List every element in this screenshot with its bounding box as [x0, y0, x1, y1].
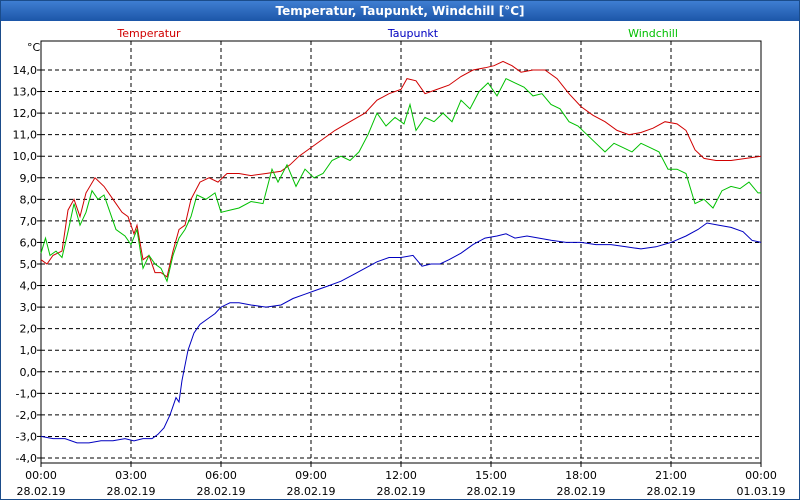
legend-item-taupunkt: Taupunkt: [387, 27, 439, 40]
y-tick-label: 3,0: [20, 301, 38, 314]
x-tick-time: 03:00: [115, 469, 147, 482]
y-tick-label: 1,0: [20, 344, 38, 357]
x-tick-date: 28.02.19: [107, 485, 156, 498]
legend-item-temperatur: Temperatur: [116, 27, 181, 40]
y-tick-label: 12,0: [13, 107, 38, 120]
series-line-taupunkt: [40, 222, 762, 444]
y-tick-label: 14,0: [13, 64, 38, 77]
y-tick-label: 4,0: [20, 280, 38, 293]
x-tick-time: 00:00: [745, 469, 777, 482]
x-tick-date: 28.02.19: [557, 485, 606, 498]
window-title: Temperatur, Taupunkt, Windchill [°C]: [1, 1, 799, 21]
x-tick-time: 00:00: [25, 469, 57, 482]
x-tick-date: 01.03.19: [737, 485, 786, 498]
x-tick-date: 28.02.19: [197, 485, 246, 498]
y-axis: 14,0 13,0 12,0 11,0 10,0 9,0 8,0 7,0 6,0 5,0 4,0 3,…: [13, 64, 41, 465]
series-line-temperatur: [40, 60, 762, 278]
x-tick-date: 28.02.19: [287, 485, 336, 498]
y-tick-label: -3,0: [16, 430, 37, 443]
x-tick-date: 28.02.19: [467, 485, 516, 498]
y-tick-label: -2,0: [16, 409, 37, 422]
x-tick-time: 12:00: [385, 469, 417, 482]
x-tick-time: 09:00: [295, 469, 327, 482]
series-lines: [40, 60, 762, 444]
y-unit-label: °C: [27, 41, 41, 54]
y-tick-label: -1,0: [16, 387, 37, 400]
y-tick-label: -4,0: [16, 452, 37, 465]
x-tick-date: 28.02.19: [377, 485, 426, 498]
legend: Temperatur Taupunkt Windchill: [116, 27, 678, 40]
x-tick-time: 15:00: [475, 469, 507, 482]
y-tick-label: 13,0: [13, 86, 38, 99]
y-tick-label: 8,0: [20, 193, 38, 206]
series-line-windchill: [40, 77, 761, 283]
y-tick-label: 9,0: [20, 172, 38, 185]
y-tick-label: 7,0: [20, 215, 38, 228]
x-tick-time: 06:00: [205, 469, 237, 482]
x-tick-time: 21:00: [655, 469, 687, 482]
y-tick-label: 5,0: [20, 258, 38, 271]
y-tick-label: 11,0: [13, 129, 38, 142]
y-tick-label: 2,0: [20, 323, 38, 336]
x-tick-time: 18:00: [565, 469, 597, 482]
line-chart: 14,0 13,0 12,0 11,0 10,0 9,0 8,0 7,0 6,0 5,0 4,0 3,…: [13, 27, 786, 498]
y-tick-label: 0,0: [20, 366, 38, 379]
x-tick-date: 28.02.19: [17, 485, 66, 498]
x-axis: 00:00 28.02.19 03:00 28.02.19 06:00 28.02.19 0…: [17, 463, 786, 498]
y-tick-label: 6,0: [20, 236, 38, 249]
x-tick-date: 28.02.19: [647, 485, 696, 498]
grid-lines: [41, 41, 761, 463]
legend-item-windchill: Windchill: [628, 27, 678, 40]
y-tick-label: 10,0: [13, 150, 38, 163]
